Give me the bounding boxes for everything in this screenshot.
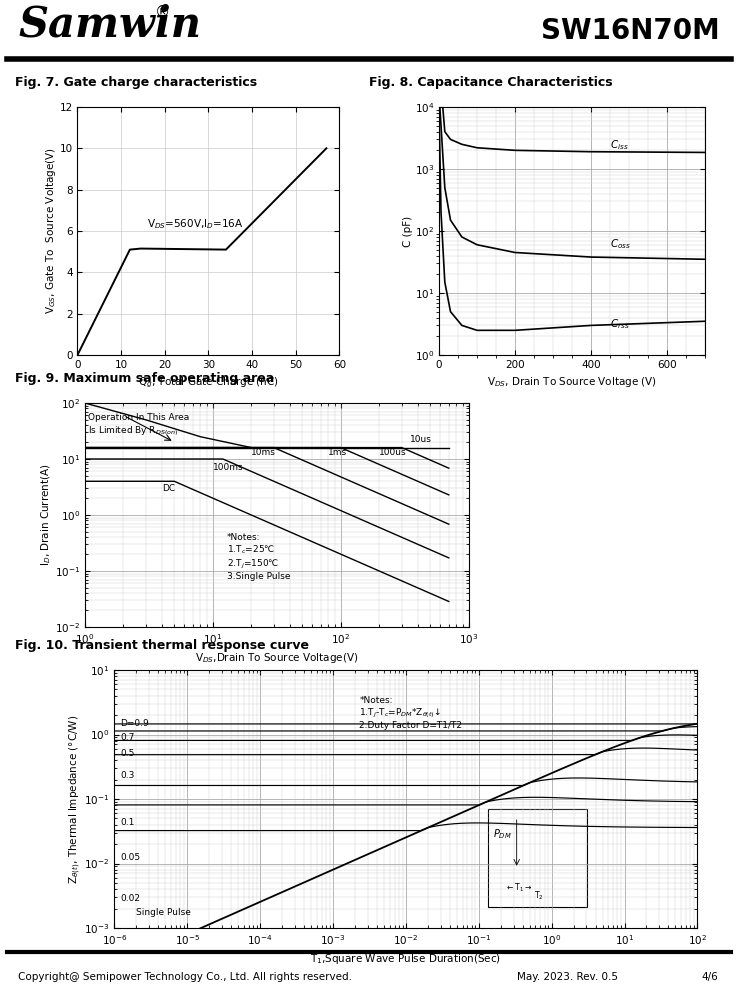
- Text: 0.05: 0.05: [120, 853, 140, 862]
- X-axis label: V$_{DS}$, Drain To Source Voltage (V): V$_{DS}$, Drain To Source Voltage (V): [487, 375, 657, 389]
- Text: $C_{oss}$: $C_{oss}$: [610, 237, 631, 251]
- Bar: [488, 809, 587, 907]
- Text: 0.02: 0.02: [120, 894, 140, 903]
- Text: May. 2023. Rev. 0.5: May. 2023. Rev. 0.5: [517, 972, 618, 982]
- Text: 1ms: 1ms: [328, 448, 348, 457]
- Text: T$_2$: T$_2$: [534, 890, 544, 902]
- Text: ®: ®: [155, 5, 170, 20]
- Text: Fig. 8. Capacitance Characteristics: Fig. 8. Capacitance Characteristics: [369, 76, 613, 89]
- Y-axis label: V$_{GS}$, Gate To  Source Voltage(V): V$_{GS}$, Gate To Source Voltage(V): [44, 148, 58, 314]
- Y-axis label: C (pF): C (pF): [404, 215, 413, 247]
- Text: Samwin: Samwin: [18, 4, 201, 46]
- Text: SW16N70M: SW16N70M: [541, 17, 720, 45]
- X-axis label: V$_{DS}$,Drain To Source Voltage(V): V$_{DS}$,Drain To Source Voltage(V): [195, 651, 359, 665]
- Text: $\leftarrow$T$_1\rightarrow$: $\leftarrow$T$_1\rightarrow$: [505, 882, 532, 894]
- Text: 100ms: 100ms: [213, 463, 244, 472]
- X-axis label: Q$_{g}$, Total Gate Charge (nC): Q$_{g}$, Total Gate Charge (nC): [138, 375, 279, 390]
- Text: 0.1: 0.1: [120, 818, 134, 827]
- Text: D=0.9: D=0.9: [120, 719, 149, 728]
- Text: V$_{DS}$=560V,I$_{D}$=16A: V$_{DS}$=560V,I$_{D}$=16A: [148, 217, 244, 231]
- Text: Single Pulse: Single Pulse: [137, 908, 191, 917]
- Text: *Notes:
1.T$_c$=25℃
2.T$_j$=150℃
3.Single Pulse: *Notes: 1.T$_c$=25℃ 2.T$_j$=150℃ 3.Singl…: [227, 533, 290, 581]
- Y-axis label: Z$_{\theta(t)}$, Thermal Impedance (°C/W): Z$_{\theta(t)}$, Thermal Impedance (°C/W…: [67, 714, 83, 884]
- Text: 10ms: 10ms: [252, 448, 276, 457]
- Text: 100us: 100us: [379, 448, 407, 457]
- Text: Fig. 7. Gate charge characteristics: Fig. 7. Gate charge characteristics: [15, 76, 257, 89]
- Text: *Notes:
1.T$_j$-T$_c$=P$_{DM}$*Z$_{\theta(t)}$↓
2.Duty Factor D=T1/T2: *Notes: 1.T$_j$-T$_c$=P$_{DM}$*Z$_{\thet…: [359, 696, 462, 730]
- Text: 10us: 10us: [410, 435, 432, 444]
- Text: 0.7: 0.7: [120, 733, 134, 742]
- Text: $C_{rss}$: $C_{rss}$: [610, 317, 630, 331]
- X-axis label: T$_1$,Square Wave Pulse Duration(Sec): T$_1$,Square Wave Pulse Duration(Sec): [311, 952, 501, 966]
- Text: DC: DC: [162, 484, 175, 493]
- Text: Fig. 9. Maximum safe operating area: Fig. 9. Maximum safe operating area: [15, 372, 274, 385]
- Text: 4/6: 4/6: [701, 972, 718, 982]
- Text: Copyright@ Semipower Technology Co., Ltd. All rights reserved.: Copyright@ Semipower Technology Co., Ltd…: [18, 972, 353, 982]
- Text: Operation In This Area
Is Limited By R$_{DS(on)}$: Operation In This Area Is Limited By R$_…: [88, 413, 189, 438]
- Y-axis label: I$_{D}$, Drain Current(A): I$_{D}$, Drain Current(A): [40, 464, 53, 566]
- Text: 0.5: 0.5: [120, 749, 134, 758]
- Text: $C_{iss}$: $C_{iss}$: [610, 138, 629, 152]
- Text: Fig. 10. Transient thermal response curve: Fig. 10. Transient thermal response curv…: [15, 639, 308, 652]
- Text: $P_{DM}$: $P_{DM}$: [494, 827, 512, 841]
- Text: 0.3: 0.3: [120, 771, 134, 780]
